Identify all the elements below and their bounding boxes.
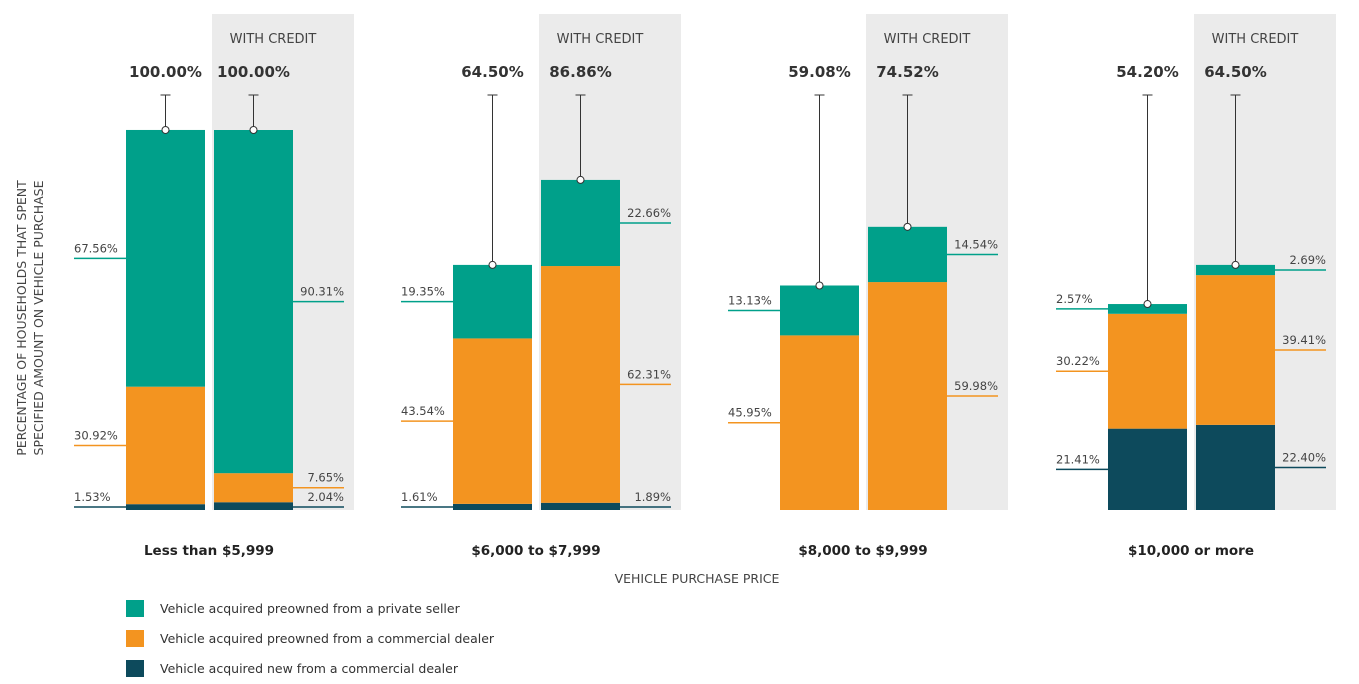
total-marker bbox=[903, 222, 912, 231]
segment-value-label: 13.13% bbox=[728, 293, 772, 307]
bar-segment bbox=[126, 129, 205, 387]
bar-total-label: 100.00% bbox=[129, 63, 202, 81]
with-credit-label: WITH CREDIT bbox=[557, 32, 644, 47]
segment-value-label: 22.66% bbox=[627, 206, 671, 220]
segment-value-label: 14.54% bbox=[954, 237, 998, 251]
legend-entry-label: Vehicle acquired new from a commercial d… bbox=[160, 661, 459, 676]
legend: Vehicle acquired preowned from a private… bbox=[126, 600, 495, 677]
legend-entry-label: Vehicle acquired preowned from a commerc… bbox=[160, 631, 495, 646]
total-marker bbox=[1143, 300, 1152, 309]
total-marker bbox=[488, 260, 497, 269]
segment-value-label: 1.89% bbox=[634, 490, 671, 504]
segment-value-label: 1.61% bbox=[401, 490, 438, 504]
segment-value-label: 19.35% bbox=[401, 285, 445, 299]
segment-value-label: 7.65% bbox=[307, 471, 344, 485]
bar-segment bbox=[1196, 275, 1275, 425]
total-marker bbox=[1231, 260, 1240, 269]
category-label: Less than $5,999 bbox=[144, 543, 274, 559]
segment-value-label: 21.41% bbox=[1056, 452, 1100, 466]
bar-segment bbox=[1108, 428, 1187, 510]
bar-total-label: 74.52% bbox=[876, 63, 938, 81]
bar-total-label: 100.00% bbox=[217, 63, 290, 81]
segment-value-label: 2.04% bbox=[307, 490, 344, 504]
bar-segment bbox=[453, 338, 532, 504]
legend-swatch bbox=[126, 600, 144, 617]
bar-segment bbox=[780, 335, 859, 510]
segment-value-label: 59.98% bbox=[954, 379, 998, 393]
x-axis-label: VEHICLE PURCHASE PRICE bbox=[615, 571, 780, 586]
bar-segment bbox=[453, 503, 532, 510]
bar-total-label: 59.08% bbox=[788, 63, 850, 81]
bar-segment bbox=[1196, 424, 1275, 510]
category-label: $10,000 or more bbox=[1128, 543, 1254, 559]
legend-swatch bbox=[126, 660, 144, 677]
bar-segment bbox=[541, 502, 620, 510]
category-label: $8,000 to $9,999 bbox=[798, 543, 927, 559]
total-marker bbox=[576, 175, 585, 184]
with-credit-label: WITH CREDIT bbox=[1212, 32, 1299, 47]
category-label: $6,000 to $7,999 bbox=[471, 543, 600, 559]
segment-value-label: 30.92% bbox=[74, 428, 118, 442]
with-credit-label: WITH CREDIT bbox=[884, 32, 971, 47]
bar-total-label: 64.50% bbox=[1204, 63, 1266, 81]
bar-segment bbox=[126, 504, 205, 510]
segment-value-label: 1.53% bbox=[74, 490, 111, 504]
bars-layer bbox=[126, 129, 1275, 510]
bar-segment bbox=[453, 264, 532, 339]
legend-swatch bbox=[126, 630, 144, 647]
segment-value-label: 30.22% bbox=[1056, 354, 1100, 368]
bar-total-label: 86.86% bbox=[549, 63, 611, 81]
bar-segment bbox=[214, 473, 293, 503]
segment-value-label: 2.57% bbox=[1056, 292, 1093, 306]
bar-segment bbox=[1196, 264, 1275, 276]
labels-layer: WITH CREDIT Less than $5,999 100.00% 1.53% 3… bbox=[74, 32, 1326, 559]
y-axis-label-line-1: PERCENTAGE OF HOUSEHOLDS THAT SPENT bbox=[14, 180, 29, 456]
with-credit-label: WITH CREDIT bbox=[230, 32, 317, 47]
segment-value-label: 43.54% bbox=[401, 404, 445, 418]
bar-segment bbox=[541, 179, 620, 267]
bar-total-label: 64.50% bbox=[461, 63, 523, 81]
segment-value-label: 62.31% bbox=[627, 367, 671, 381]
segment-value-label: 39.41% bbox=[1282, 333, 1326, 347]
legend-entry-label: Vehicle acquired preowned from a private… bbox=[160, 601, 461, 616]
segment-value-label: 22.40% bbox=[1282, 450, 1326, 464]
bar-total-label: 54.20% bbox=[1116, 63, 1178, 81]
segment-value-label: 67.56% bbox=[74, 241, 118, 255]
segment-value-label: 90.31% bbox=[300, 285, 344, 299]
total-marker bbox=[815, 281, 824, 290]
segment-value-label: 45.95% bbox=[728, 406, 772, 420]
bar-segment bbox=[214, 130, 293, 474]
segment-value-label: 2.69% bbox=[1289, 253, 1326, 267]
bar-segment bbox=[868, 282, 947, 510]
total-marker bbox=[249, 126, 258, 134]
y-axis-label-line-2: SPECIFIED AMOUNT ON VEHICLE PURCHASE bbox=[31, 180, 46, 455]
bar-segment bbox=[541, 266, 620, 503]
bar-segment bbox=[126, 386, 205, 505]
bar-segment bbox=[780, 285, 859, 336]
bar-segment bbox=[868, 226, 947, 283]
bar-segment bbox=[1108, 304, 1187, 314]
bar-segment bbox=[1108, 313, 1187, 429]
total-marker bbox=[161, 125, 170, 134]
bar-segment bbox=[214, 502, 293, 510]
